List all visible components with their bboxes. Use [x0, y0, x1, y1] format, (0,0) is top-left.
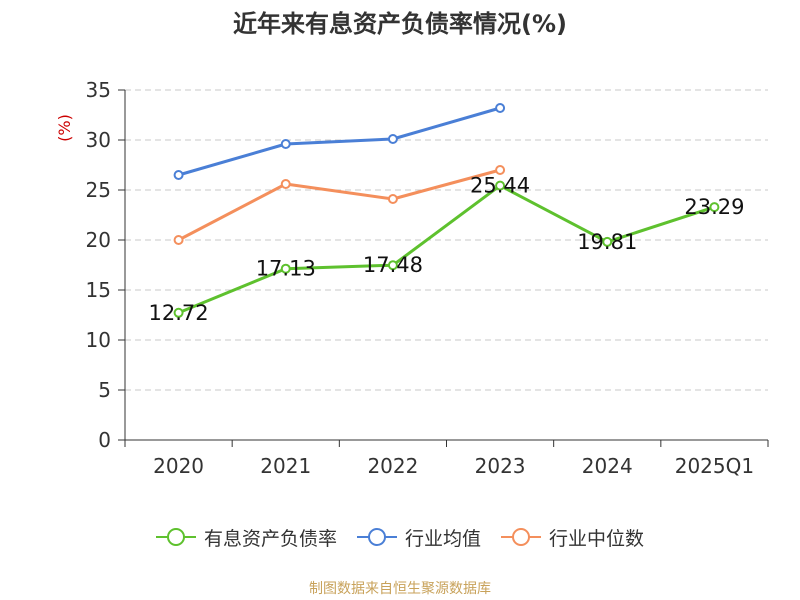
series-line: [177, 168, 501, 242]
data-point: [280, 139, 291, 149]
data-point: [173, 307, 184, 318]
data-point: [495, 103, 506, 113]
legend-line-marker-icon: [356, 528, 397, 546]
data-point: [173, 170, 184, 180]
data-point: [709, 202, 720, 213]
y-tick-label: 30: [86, 128, 111, 152]
chart-title: 近年来有息资产负债率情况(%): [233, 10, 567, 38]
y-tick-label: 5: [98, 378, 111, 402]
x-tick-label: 2021: [260, 454, 311, 478]
data-point: [495, 180, 506, 191]
legend: 有息资产负债率 行业均值 行业中位数: [0, 520, 800, 554]
series-line: [178, 184, 715, 315]
axes: 0 5 10 15 20 25 30 35 2020 2021 2022 2023 2024 2025Q1…: [55, 78, 769, 478]
data-point: [280, 263, 291, 274]
data-point: [280, 179, 291, 189]
series-line: [178, 106, 501, 177]
legend-label: 行业均值: [404, 527, 481, 550]
y-tick-label: 20: [86, 228, 111, 252]
data-point: [387, 194, 398, 204]
legend-marker: [367, 528, 386, 546]
x-tick-label: 2022: [367, 454, 418, 478]
legend-label: 有息资产负债率: [203, 527, 337, 550]
y-axis-label: (%): [55, 114, 74, 142]
data-label: 12.72: [149, 301, 209, 325]
data-point: [387, 260, 398, 271]
legend-marker: [166, 528, 185, 546]
legend-item-industry-median[interactable]: 行业中位数: [501, 524, 644, 551]
y-tick-label: 15: [86, 278, 111, 302]
y-tick-label: 0: [98, 428, 111, 452]
legend-item-industry-mean[interactable]: 行业均值: [356, 524, 481, 551]
legend-label: 行业中位数: [549, 527, 645, 550]
gridlines: [125, 89, 768, 391]
legend-item-interest-debt-ratio[interactable]: 有息资产负债率: [155, 524, 337, 551]
x-tick-label: 2024: [582, 454, 633, 478]
data-point: [495, 165, 506, 175]
x-tick-label: 2020: [153, 454, 204, 478]
data-point: [173, 235, 184, 245]
data-point: [387, 134, 398, 144]
data-source-note: 制图数据来自恒生聚源数据库: [309, 581, 491, 597]
data-point: [602, 236, 613, 247]
data-label: 19.81: [577, 230, 637, 254]
y-tick-label: 25: [86, 178, 111, 202]
data-label: 17.48: [363, 253, 423, 277]
data-label: 25.44: [470, 174, 530, 198]
data-label: 17.13: [256, 257, 316, 281]
legend-line-marker-icon: [501, 528, 541, 546]
data-label: 23.29: [684, 195, 744, 219]
y-tick-label: 10: [86, 328, 111, 352]
legend-marker: [512, 528, 530, 546]
y-tick-label: 35: [86, 78, 111, 102]
legend-line-marker-icon: [155, 528, 196, 546]
x-tick-label: 2025Q1: [675, 454, 754, 478]
data-labels: 12.72 17.13 17.48 25.44 19.81 23.29: [149, 174, 745, 325]
x-tick-label: 2023: [475, 454, 526, 478]
series-lines: [173, 103, 720, 318]
